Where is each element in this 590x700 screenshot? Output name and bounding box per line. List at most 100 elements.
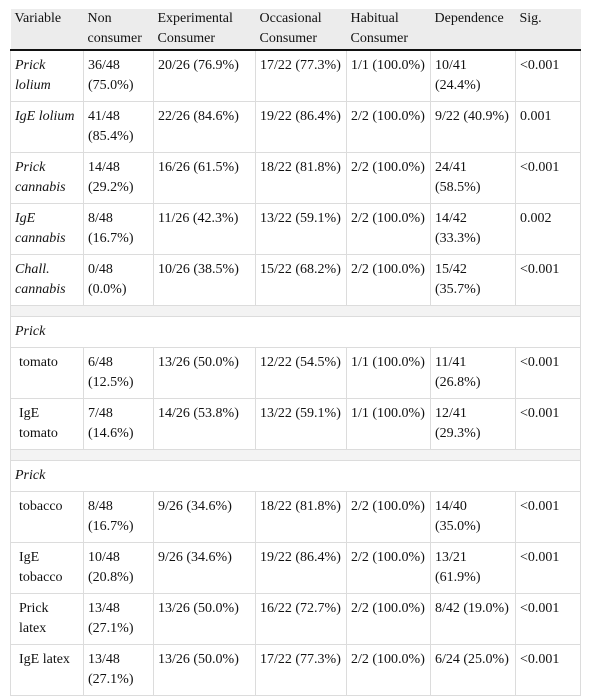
cell: 16/22 (72.7%) xyxy=(255,593,347,645)
cell: 24/41 (58.5%) xyxy=(430,152,516,204)
cell: 1/1 (100.0%) xyxy=(346,347,431,399)
cell: <0.001 xyxy=(515,254,581,306)
section-title: Prick xyxy=(10,316,581,348)
table-row: IgE tobacco 10/48 (20.8%) 9/26 (34.6%) 19/2… xyxy=(10,542,581,594)
cell: 19/22 (86.4%) xyxy=(255,101,347,153)
row-label: Chall. cannabis xyxy=(10,254,84,306)
section-row: Prick xyxy=(10,460,581,492)
cell: 8/42 (19.0%) xyxy=(430,593,516,645)
table-row: Prick lolium 36/48 (75.0%) 20/26 (76.9%) 17… xyxy=(10,49,581,102)
cell: <0.001 xyxy=(515,644,581,696)
cell: <0.001 xyxy=(515,491,581,543)
cell: 8/48 (16.7%) xyxy=(83,491,154,543)
cell: 11/41 (26.8%) xyxy=(430,347,516,399)
row-label: Prick latex xyxy=(10,593,84,645)
cell: 1/1 (100.0%) xyxy=(346,49,431,102)
cell: 16/26 (61.5%) xyxy=(153,152,256,204)
cell: 10/26 (38.5%) xyxy=(153,254,256,306)
cell: 19/22 (86.4%) xyxy=(255,542,347,594)
cell: <0.001 xyxy=(515,347,581,399)
cell: 2/2 (100.0%) xyxy=(346,101,431,153)
cell: 2/2 (100.0%) xyxy=(346,152,431,204)
cell: 2/2 (100.0%) xyxy=(346,542,431,594)
cell: <0.001 xyxy=(515,593,581,645)
cell: <0.001 xyxy=(515,542,581,594)
cell: 13/48 (27.1%) xyxy=(83,593,154,645)
row-label: IgE tomato xyxy=(10,398,84,450)
cell: 2/2 (100.0%) xyxy=(346,593,431,645)
cell: 0.002 xyxy=(515,203,581,255)
cell: 13/21 (61.9%) xyxy=(430,542,516,594)
header-cell: Non consumer xyxy=(83,9,154,51)
header-cell: Variable xyxy=(10,9,84,51)
row-label: IgE lolium xyxy=(10,101,84,153)
spacer-cell xyxy=(10,449,581,461)
cell: 17/22 (77.3%) xyxy=(255,644,347,696)
cell: 11/26 (42.3%) xyxy=(153,203,256,255)
cell: 9/26 (34.6%) xyxy=(153,491,256,543)
cell: 18/22 (81.8%) xyxy=(255,491,347,543)
header-cell: Habitual Consumer xyxy=(346,9,431,51)
section-title: Prick xyxy=(10,460,581,492)
table-row: IgE latex 13/48 (27.1%) 13/26 (50.0%) 17/22… xyxy=(10,644,581,696)
cell: 15/22 (68.2%) xyxy=(255,254,347,306)
cell: 13/48 (27.1%) xyxy=(83,644,154,696)
cell: 13/26 (50.0%) xyxy=(153,593,256,645)
cell: 13/22 (59.1%) xyxy=(255,398,347,450)
spacer-row xyxy=(10,305,581,317)
data-table: Variable Non consumer Experimental Consume… xyxy=(10,9,581,696)
cell: 12/22 (54.5%) xyxy=(255,347,347,399)
cell: 20/26 (76.9%) xyxy=(153,49,256,102)
cell: 10/41 (24.4%) xyxy=(430,49,516,102)
cell: 1/1 (100.0%) xyxy=(346,398,431,450)
cell: 41/48 (85.4%) xyxy=(83,101,154,153)
row-label: tobacco xyxy=(10,491,84,543)
cell: 14/42 (33.3%) xyxy=(430,203,516,255)
cell: 2/2 (100.0%) xyxy=(346,491,431,543)
table-row: IgE lolium 41/48 (85.4%) 22/26 (84.6%) 19/2… xyxy=(10,101,581,153)
cell: 9/26 (34.6%) xyxy=(153,542,256,594)
cell: <0.001 xyxy=(515,152,581,204)
cell: 17/22 (77.3%) xyxy=(255,49,347,102)
row-label: tomato xyxy=(10,347,84,399)
cell: 14/26 (53.8%) xyxy=(153,398,256,450)
spacer-cell xyxy=(10,305,581,317)
table-row: Prick latex 13/48 (27.1%) 13/26 (50.0%) 16/… xyxy=(10,593,581,645)
table-body: Prick lolium 36/48 (75.0%) 20/26 (76.9%) 17… xyxy=(10,49,581,696)
cell: 13/26 (50.0%) xyxy=(153,644,256,696)
table-row: tobacco 8/48 (16.7%) 9/26 (34.6%) 18/22 (81… xyxy=(10,491,581,543)
row-label: IgE latex xyxy=(10,644,84,696)
cell: 13/26 (50.0%) xyxy=(153,347,256,399)
cell: 0/48 (0.0%) xyxy=(83,254,154,306)
cell: 13/22 (59.1%) xyxy=(255,203,347,255)
cell: <0.001 xyxy=(515,398,581,450)
cell: 14/48 (29.2%) xyxy=(83,152,154,204)
table-row: IgE cannabis 8/48 (16.7%) 11/26 (42.3%) 13/… xyxy=(10,203,581,255)
header-cell: Occasional Consumer xyxy=(255,9,347,51)
cell: 6/48 (12.5%) xyxy=(83,347,154,399)
table-row: Chall. cannabis 0/48 (0.0%) 10/26 (38.5%) 1… xyxy=(10,254,581,306)
cell: <0.001 xyxy=(515,49,581,102)
header-cell: Experimental Consumer xyxy=(153,9,256,51)
row-label: Prick lolium xyxy=(10,49,84,102)
table-row: tomato 6/48 (12.5%) 13/26 (50.0%) 12/22 (54… xyxy=(10,347,581,399)
cell: 6/24 (25.0%) xyxy=(430,644,516,696)
header-cell: Sig. xyxy=(515,9,581,51)
table-row: IgE tomato 7/48 (14.6%) 14/26 (53.8%) 13/22… xyxy=(10,398,581,450)
cell: 2/2 (100.0%) xyxy=(346,254,431,306)
cell: 12/41 (29.3%) xyxy=(430,398,516,450)
cell: 18/22 (81.8%) xyxy=(255,152,347,204)
row-label: IgE tobacco xyxy=(10,542,84,594)
header-cell: Dependence xyxy=(430,9,516,51)
cell: 2/2 (100.0%) xyxy=(346,644,431,696)
header-row: Variable Non consumer Experimental Consume… xyxy=(10,9,581,51)
cell: 22/26 (84.6%) xyxy=(153,101,256,153)
cell: 10/48 (20.8%) xyxy=(83,542,154,594)
cell: 15/42 (35.7%) xyxy=(430,254,516,306)
cell: 7/48 (14.6%) xyxy=(83,398,154,450)
row-label: IgE cannabis xyxy=(10,203,84,255)
table-row: Prick cannabis 14/48 (29.2%) 16/26 (61.5%)… xyxy=(10,152,581,204)
cell: 14/40 (35.0%) xyxy=(430,491,516,543)
row-label: Prick cannabis xyxy=(10,152,84,204)
cell: 36/48 (75.0%) xyxy=(83,49,154,102)
